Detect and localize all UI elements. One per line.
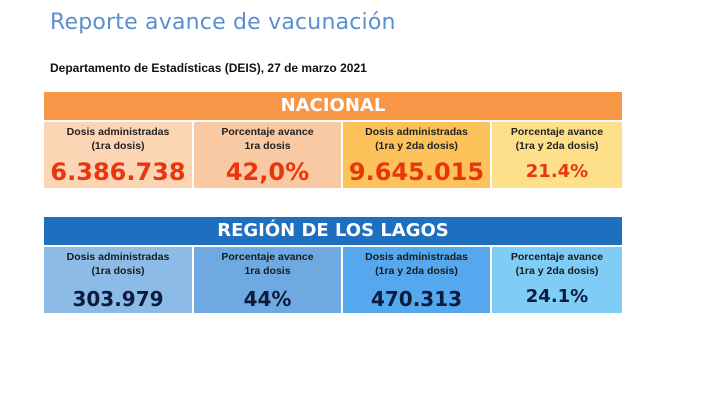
cell-label: Porcentaje avance 1ra dosis <box>221 126 314 152</box>
cell-label: Dosis administradas (1ra dosis) <box>66 251 170 277</box>
cell-value: 9.645.015 <box>348 158 485 186</box>
cell-value: 470.313 <box>370 287 463 311</box>
cell-value: 303.979 <box>72 287 164 311</box>
report-subtitle: Departamento de Estadísticas (DEIS), 27 … <box>50 61 367 75</box>
region-panel: REGIÓN DE LOS LAGOS Dosis administradas … <box>44 217 622 313</box>
cell-value: 21.4% <box>525 161 589 182</box>
region-cells: Dosis administradas (1ra dosis) 303.979 … <box>44 247 622 313</box>
nacional-first-dose-percent-cell: Porcentaje avance 1ra dosis 42,0% <box>194 122 341 188</box>
nacional-both-doses-percent-cell: Porcentaje avance (1ra y 2da dosis) 21.4… <box>492 122 622 188</box>
nacional-panel: NACIONAL Dosis administradas (1ra dosis)… <box>44 92 622 188</box>
report-title: Reporte avance de vacunación <box>50 10 396 35</box>
cell-label: Porcentaje avance 1ra dosis <box>221 251 314 277</box>
nacional-cells: Dosis administradas (1ra dosis) 6.386.73… <box>44 122 622 188</box>
region-both-doses-percent-cell: Porcentaje avance (1ra y 2da dosis) 24.1… <box>492 247 622 313</box>
nacional-both-doses-count-cell: Dosis administradas (1ra y 2da dosis) 9.… <box>343 122 490 188</box>
region-first-dose-percent-cell: Porcentaje avance 1ra dosis 44% <box>194 247 341 313</box>
cell-label: Porcentaje avance (1ra y 2da dosis) <box>510 251 604 277</box>
cell-value: 42,0% <box>225 158 310 186</box>
region-heading: REGIÓN DE LOS LAGOS <box>44 217 622 245</box>
cell-label: Dosis administradas (1ra y 2da dosis) <box>365 251 468 277</box>
nacional-heading: NACIONAL <box>44 92 622 120</box>
cell-label: Dosis administradas (1ra dosis) <box>66 126 170 152</box>
cell-label: Dosis administradas (1ra y 2da dosis) <box>365 126 468 152</box>
nacional-first-dose-count-cell: Dosis administradas (1ra dosis) 6.386.73… <box>44 122 192 188</box>
region-first-dose-count-cell: Dosis administradas (1ra dosis) 303.979 <box>44 247 192 313</box>
region-both-doses-count-cell: Dosis administradas (1ra y 2da dosis) 47… <box>343 247 490 313</box>
cell-value: 6.386.738 <box>50 158 186 186</box>
cell-value: 44% <box>243 287 292 311</box>
cell-value: 24.1% <box>525 286 589 307</box>
cell-label: Porcentaje avance (1ra y 2da dosis) <box>510 126 604 152</box>
